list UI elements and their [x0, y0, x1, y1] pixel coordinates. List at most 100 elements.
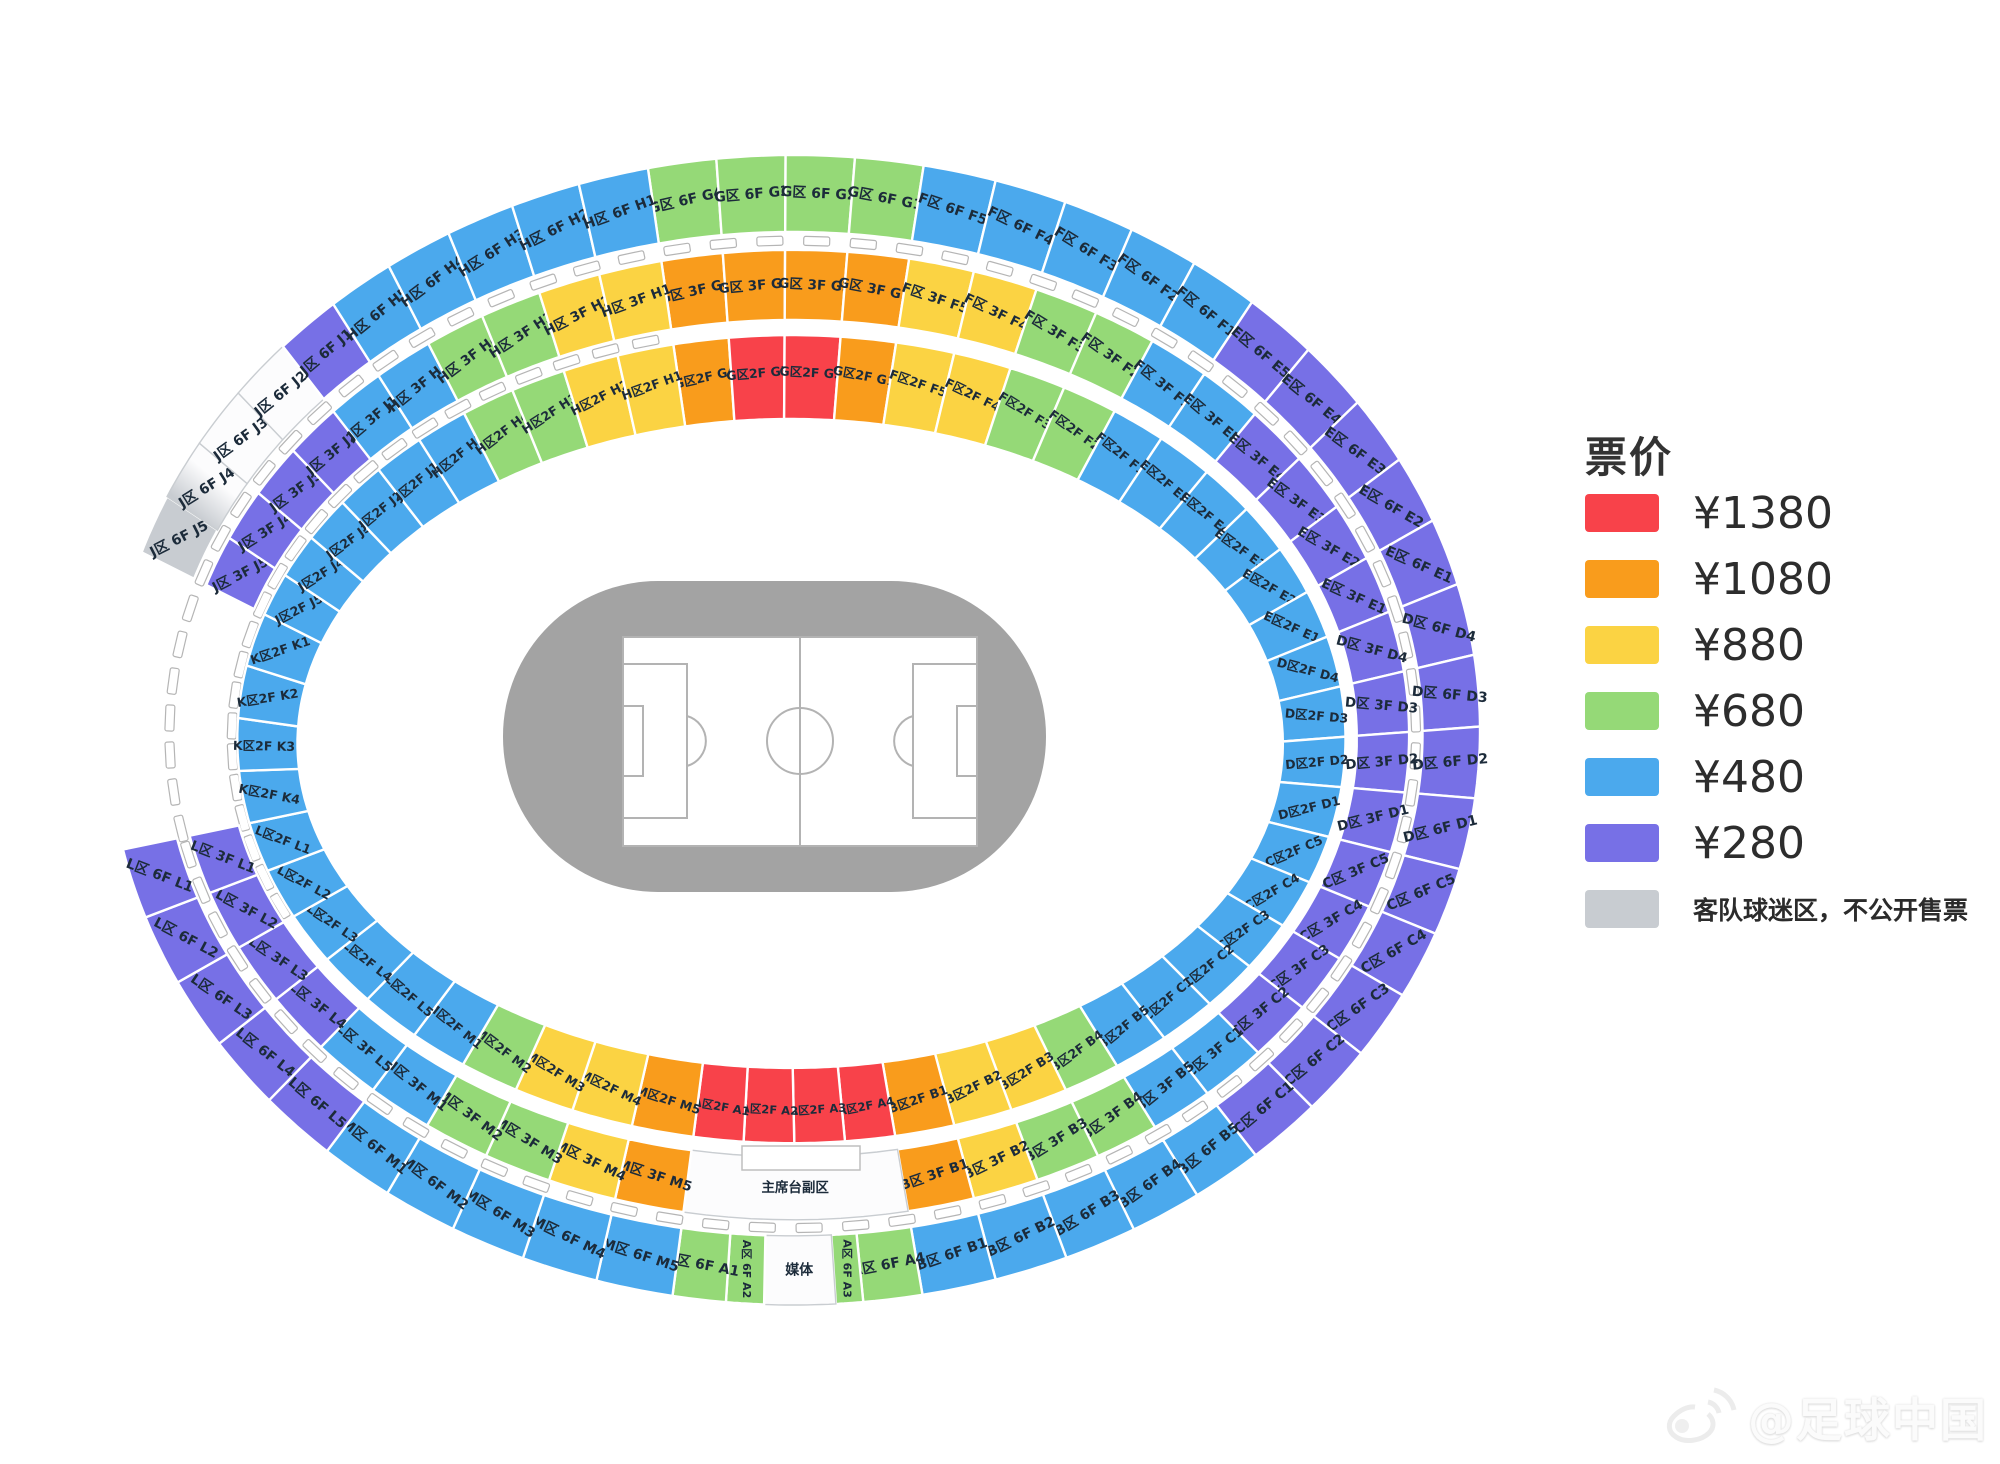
seat-section[interactable]: C区2F C1	[1119, 954, 1212, 1040]
seat-section[interactable]: B区2F B3	[984, 1023, 1068, 1112]
seat-section[interactable]: L区 6F L2	[143, 895, 229, 985]
seat-section[interactable]: L区2F L3	[291, 884, 380, 962]
seat-section[interactable]: H区 3F H4	[426, 314, 509, 403]
seat-section[interactable]: J区2F J2	[340, 467, 425, 555]
seat-section[interactable]: D区 3F D4	[1334, 610, 1409, 686]
seat-section[interactable]: C区 6F C5	[1380, 853, 1462, 936]
seat-section[interactable]: F区2F F5	[881, 341, 956, 435]
seat-section[interactable]: C区 6F C2	[1266, 1014, 1363, 1109]
seat-section[interactable]: H区 6F H4	[387, 231, 478, 331]
seat-section[interactable]: A区 6F A3	[830, 1232, 865, 1306]
seat-section[interactable]: F区 3F F2	[1068, 311, 1155, 401]
seat-section[interactable]: B区2F B2	[933, 1039, 1013, 1127]
seat-section[interactable]: B区 3F B2	[956, 1120, 1040, 1200]
seat-section[interactable]: E区2F E1	[1247, 590, 1329, 663]
seat-section[interactable]: J区 6F J4	[166, 442, 249, 532]
seat-section[interactable]: C区 3F C1	[1170, 1011, 1260, 1096]
seat-section[interactable]: F区 3F F3	[1013, 287, 1098, 376]
seat-section[interactable]: M区2F M4	[570, 1040, 650, 1128]
seat-section[interactable]: C区2F C2	[1160, 924, 1252, 1006]
seat-section[interactable]: H区 6F H2	[510, 182, 597, 278]
seat-section[interactable]: L区 3F L1	[188, 823, 259, 895]
seat-section[interactable]: M区 6F M2	[385, 1136, 482, 1231]
seat-section[interactable]: G区2F G2	[779, 333, 843, 422]
seat-section[interactable]: G区 6F G3	[714, 153, 791, 237]
seat-section[interactable]: H区2F H2	[562, 354, 638, 450]
seat-section[interactable]: B区 3F B3	[1014, 1100, 1100, 1182]
seat-section[interactable]: B区 3F B1	[896, 1136, 976, 1213]
seat-section[interactable]: B区 6F B4	[1103, 1138, 1199, 1232]
seat-section[interactable]: D区2F D1	[1266, 780, 1343, 839]
seat-section[interactable]: D区 6F D3	[1411, 653, 1488, 733]
seat-section[interactable]: G区 6F G1	[846, 156, 926, 243]
seat-section[interactable]: A区 6F A2	[724, 1232, 767, 1306]
seat-section[interactable]: M区 6F M1	[325, 1099, 422, 1195]
seat-section[interactable]: L区2F L1	[247, 809, 327, 873]
seat-section[interactable]: K区2F K3	[233, 716, 301, 773]
seat-section[interactable]: D区 3F D3	[1344, 669, 1419, 738]
seat-section[interactable]: J区 3F J5	[204, 536, 277, 611]
seat-section[interactable]: B区 3F B4	[1069, 1075, 1157, 1158]
seat-section[interactable]: B区2F B4	[1032, 1004, 1119, 1092]
seat-section[interactable]: D区2F D2	[1277, 735, 1349, 789]
seat-section[interactable]: H区 3F H3	[480, 291, 561, 379]
seat-section[interactable]: M区 3F M5	[613, 1137, 694, 1214]
seat-section[interactable]: M区2F M2	[461, 1003, 547, 1092]
seat-section[interactable]: A区2F A4	[836, 1060, 897, 1143]
seat-section[interactable]: A区2F A2	[741, 1065, 799, 1145]
seat-section[interactable]: C区2F C5	[1249, 820, 1331, 884]
seat-section[interactable]: M区 6F M4	[521, 1193, 613, 1283]
seat-section[interactable]: D区 6F D1	[1402, 792, 1480, 871]
seat-section[interactable]: G区 3F G3	[718, 248, 792, 325]
seat-section[interactable]: E区 6F E1	[1377, 518, 1459, 609]
seat-section[interactable]: M区2F M5	[630, 1052, 705, 1139]
seat-section-label: G区 6F G3	[714, 183, 791, 206]
seat-section[interactable]: M区 3F M3	[484, 1099, 570, 1182]
seat-section[interactable]: G区2F G3	[726, 334, 790, 423]
seat-section[interactable]: B区 6F B2	[976, 1193, 1068, 1282]
seat-section[interactable]: K区2F K4	[237, 767, 310, 825]
seat-section[interactable]: G区2F G4	[671, 336, 738, 428]
seat-section[interactable]: F区 3F F4	[956, 269, 1039, 356]
seat-section[interactable]: E区 3F E1	[1316, 556, 1391, 634]
seat-section[interactable]: H区 3F H1	[597, 259, 674, 343]
seat-section[interactable]: B区 6F B1	[909, 1212, 998, 1297]
seat-section[interactable]: K区2F K2	[236, 663, 308, 728]
seat-section[interactable]: D区 6F D2	[1412, 725, 1489, 800]
seat-section[interactable]: M区 6F M3	[451, 1167, 546, 1260]
seat-section[interactable]: D区 3F D1	[1336, 786, 1411, 854]
seat-section[interactable]: E区 3F E2	[1288, 504, 1369, 588]
seat-section[interactable]: J区 3F J3	[256, 448, 336, 532]
seat-section[interactable]: L区2F L2	[265, 847, 350, 919]
seat-section[interactable]: B区2F B1	[881, 1052, 956, 1138]
seat-section[interactable]: M区 3F M4	[547, 1121, 631, 1201]
seat-section[interactable]: J区 3F J1	[331, 373, 414, 461]
seat-section[interactable]: F区 6F F5	[910, 164, 998, 256]
seat-section[interactable]: B区 6F B3	[1041, 1168, 1136, 1260]
seat-section[interactable]: J区2F J3	[309, 500, 393, 584]
seat-section[interactable]: H区 3F H2	[537, 272, 616, 359]
seat-section[interactable]: H区 6F H1	[577, 166, 661, 259]
seat-section[interactable]: G区 3F G4	[658, 251, 733, 331]
seat-section[interactable]: F区 6F F3	[1040, 200, 1134, 299]
seat-section[interactable]: J区2F J1	[376, 438, 461, 529]
seat-section[interactable]: H区 6F H5	[331, 264, 423, 364]
seat-section[interactable]: 媒体	[763, 1234, 837, 1306]
seat-section[interactable]: G区 6F G4	[646, 157, 725, 245]
seat-section[interactable]: H区2F H1	[616, 343, 687, 437]
seat-section[interactable]: J区 3F J2	[291, 409, 373, 495]
seat-section[interactable]: A区 6F A4	[850, 1225, 927, 1304]
seat-section[interactable]: J区 6F J2	[237, 345, 325, 441]
seat-section[interactable]: L区 3F L5	[319, 1006, 409, 1092]
seat-section[interactable]: C区2F C3	[1195, 891, 1285, 969]
seat-section[interactable]: G区 3F G1	[837, 250, 912, 329]
seat-section[interactable]: J区 6F J3	[198, 391, 284, 485]
seat-section[interactable]: C区 6F C1	[1214, 1061, 1314, 1157]
seat-section[interactable]: B区 6F B5	[1161, 1103, 1258, 1197]
seat-section[interactable]: L区 6F L1	[121, 836, 200, 919]
seat-section[interactable]: L区 6F L3	[175, 952, 267, 1046]
seat-section[interactable]: L区 6F L4	[217, 1006, 313, 1102]
seat-section[interactable]: G区 6F G2	[780, 153, 857, 236]
seat-section[interactable]: E区 6F E3	[1308, 400, 1402, 500]
